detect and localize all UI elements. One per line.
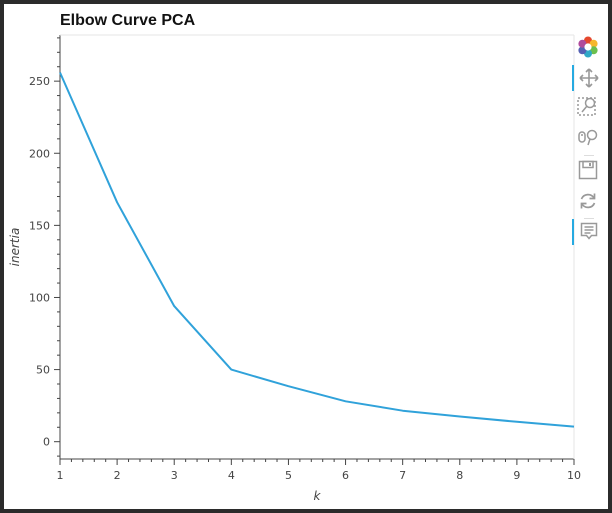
- chart-toolbar: [572, 32, 604, 262]
- y-tick-label: 100: [29, 291, 50, 304]
- series-layer: [59, 72, 575, 428]
- box-zoom-icon[interactable]: [572, 93, 604, 119]
- chart-title: Elbow Curve PCA: [60, 12, 196, 29]
- x-tick-label: 6: [342, 469, 349, 482]
- y-ticks: 0 50 100 150 200 250: [29, 37, 60, 457]
- x-tick-label: 8: [456, 469, 463, 482]
- y-axis-label: inertia: [8, 228, 22, 267]
- hover-icon[interactable]: [572, 219, 604, 245]
- plot-area[interactable]: 0 50 100 150 200 250 1 2 3 4 5 6 7 8 9 10 k inertia: [4, 4, 608, 509]
- reset-icon[interactable]: [572, 188, 604, 214]
- y-tick-label: 50: [36, 364, 50, 377]
- x-tick-label: 5: [285, 469, 292, 482]
- x-tick-label: 9: [513, 469, 520, 482]
- x-ticks: 1 2 3 4 5 6 7 8 9 10: [57, 459, 581, 482]
- y-tick-label: 200: [29, 147, 50, 160]
- x-tick-label: 3: [171, 469, 178, 482]
- y-tick-label: 150: [29, 219, 50, 232]
- x-tick-label: 7: [399, 469, 406, 482]
- x-tick-label: 10: [567, 469, 581, 482]
- y-tick-label: 0: [43, 436, 50, 449]
- series-line: [59, 72, 575, 428]
- chart-frame: Elbow Curve PCA 0 50 100 150 200 250 1 2 3 4 5 6 7 8…: [4, 4, 608, 509]
- y-tick-label: 250: [29, 75, 50, 88]
- pan-icon[interactable]: [572, 65, 604, 91]
- x-tick-label: 1: [57, 469, 64, 482]
- x-axis-label: k: [314, 489, 322, 503]
- wheel-zoom-icon[interactable]: [572, 125, 604, 151]
- toolbar-separator: [584, 155, 594, 156]
- x-tick-label: 4: [228, 469, 235, 482]
- bokeh-logo-icon[interactable]: [572, 34, 604, 60]
- toolbar-separator: [584, 218, 594, 219]
- x-tick-label: 2: [114, 469, 121, 482]
- save-icon[interactable]: [572, 157, 604, 183]
